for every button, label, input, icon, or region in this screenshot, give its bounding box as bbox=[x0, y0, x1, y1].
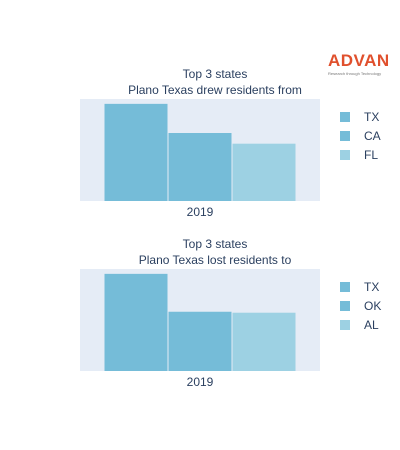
logo-wordmark: ADVAN bbox=[328, 51, 390, 70]
legend-item-tx[interactable]: TX bbox=[340, 107, 381, 126]
bar-al bbox=[232, 312, 296, 371]
legend-label: TX bbox=[364, 279, 380, 294]
plot-area: 2019 bbox=[80, 99, 320, 219]
legend-item-ok[interactable]: OK bbox=[340, 296, 381, 315]
chart-title-line-2: Plano Texas lost residents to bbox=[138, 253, 292, 267]
logo-tagline: Research through Technology bbox=[328, 71, 382, 76]
bar-ok bbox=[168, 311, 232, 371]
chart-title: Top 3 states Plano Texas drew residents … bbox=[80, 66, 350, 98]
legend-swatch bbox=[340, 281, 350, 292]
advan-logo: ADVAN Research through Technology bbox=[328, 51, 394, 77]
legend-label: FL bbox=[364, 147, 379, 162]
legend-swatch bbox=[340, 300, 350, 311]
bar-tx bbox=[104, 103, 168, 201]
chart-title-line-2: Plano Texas drew residents from bbox=[128, 83, 302, 97]
legend-label: TX bbox=[364, 109, 380, 124]
legend: TX OK AL bbox=[340, 277, 381, 334]
legend-label: CA bbox=[364, 128, 381, 143]
legend-label: AL bbox=[364, 317, 379, 332]
chart-lost-residents-to: Top 3 states Plano Texas lost residents … bbox=[0, 234, 400, 394]
chart-title: Top 3 states Plano Texas lost residents … bbox=[80, 236, 350, 268]
chart-title-line-1: Top 3 states bbox=[182, 67, 248, 81]
plot-area: 2019 bbox=[80, 269, 320, 389]
x-tick-label: 2019 bbox=[187, 375, 214, 389]
x-tick-label: 2019 bbox=[187, 205, 214, 219]
legend-label: OK bbox=[364, 298, 382, 313]
legend-item-fl[interactable]: FL bbox=[340, 145, 381, 164]
chart-drew-residents-from: Top 3 states Plano Texas drew residents … bbox=[0, 64, 400, 224]
legend-item-al[interactable]: AL bbox=[340, 315, 381, 334]
legend-swatch bbox=[340, 149, 350, 160]
bar-ca bbox=[168, 133, 232, 201]
legend-item-tx[interactable]: TX bbox=[340, 277, 381, 296]
legend: TX CA FL bbox=[340, 107, 381, 164]
legend-swatch bbox=[340, 319, 350, 330]
bar-fl bbox=[232, 143, 296, 201]
bar-tx bbox=[104, 273, 168, 371]
legend-item-ca[interactable]: CA bbox=[340, 126, 381, 145]
legend-swatch bbox=[340, 130, 350, 141]
chart-title-line-1: Top 3 states bbox=[182, 237, 248, 251]
legend-swatch bbox=[340, 111, 350, 122]
